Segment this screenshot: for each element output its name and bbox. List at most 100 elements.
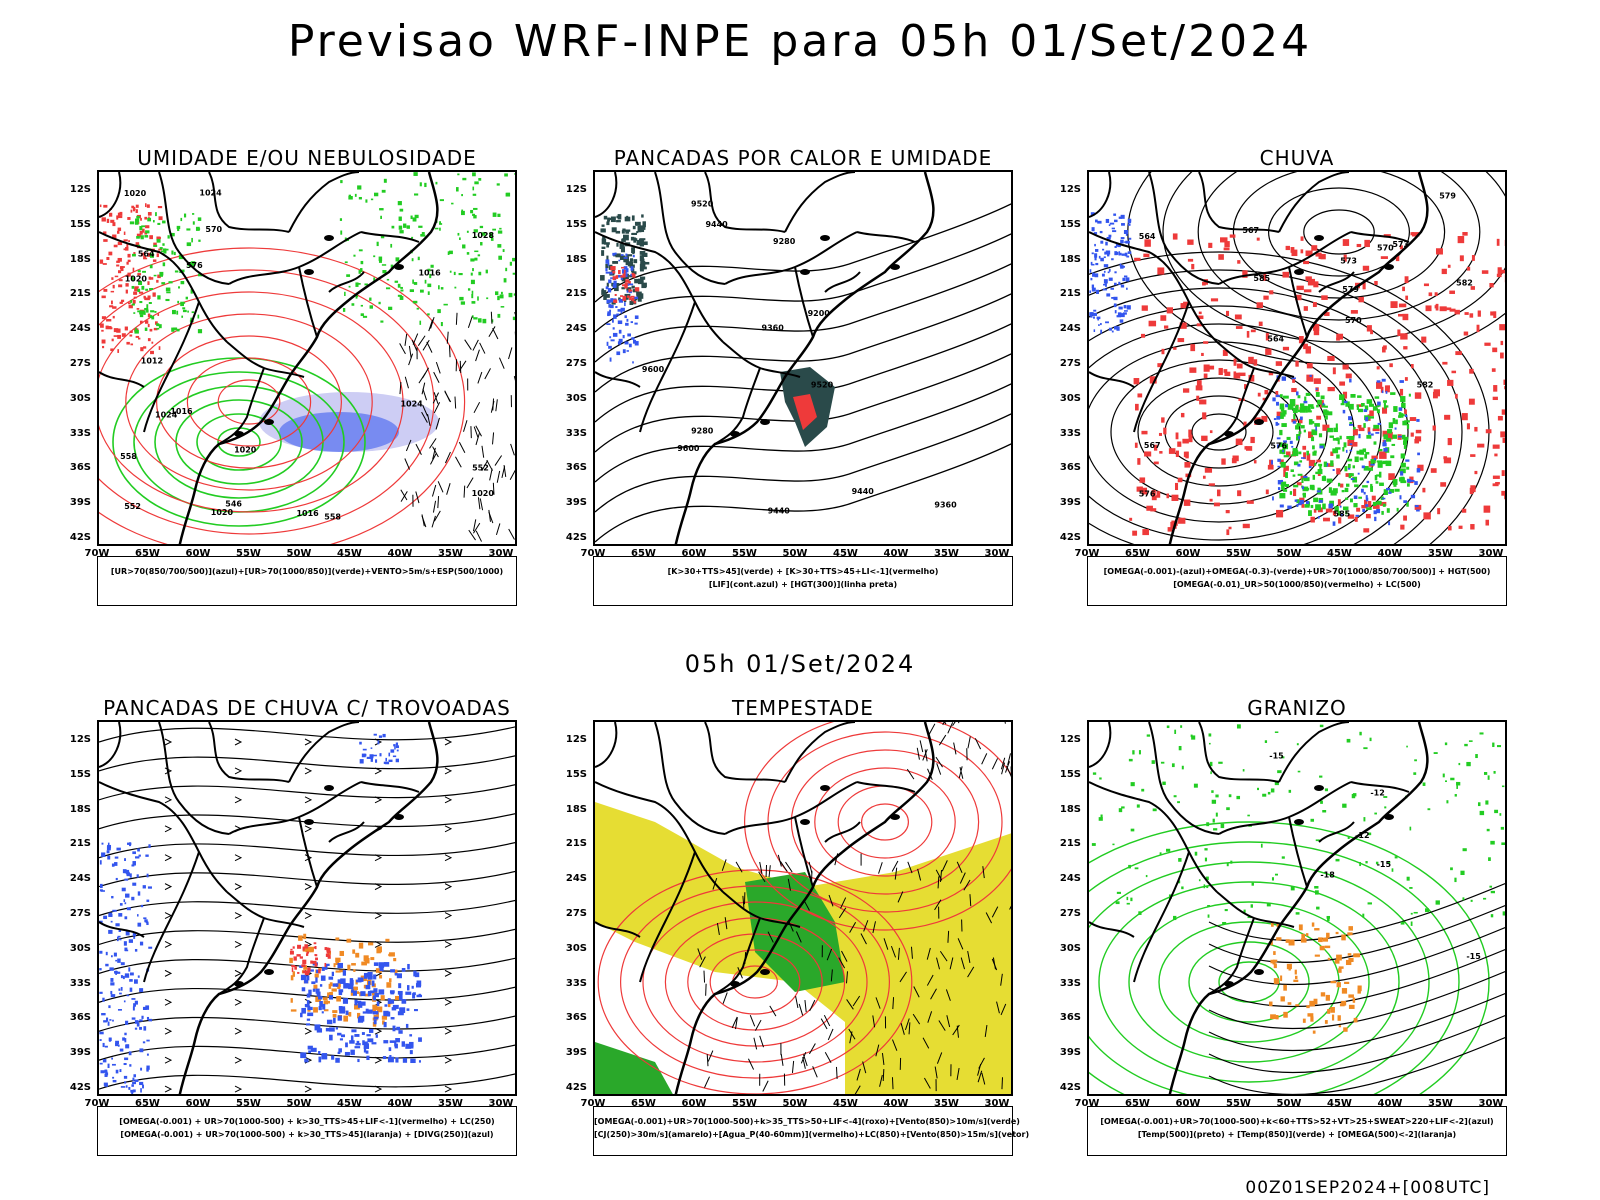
red-speckle: [1183, 451, 1189, 458]
red-speckle: [1404, 409, 1407, 414]
blue-speckle: [115, 959, 118, 962]
green-speckle: [1504, 912, 1505, 916]
blue-speckle: [1362, 508, 1366, 512]
red-speckle: [1447, 525, 1452, 531]
contour-label: -18: [1320, 870, 1335, 879]
wind-vector: [937, 876, 940, 889]
map-tempestade[interactable]: [593, 720, 1013, 1096]
red-speckle: [119, 211, 123, 216]
green-speckle: [418, 225, 423, 228]
orange-speckle: [1348, 926, 1353, 931]
green-speckle: [1280, 461, 1286, 468]
red-speckle: [1461, 508, 1467, 513]
wind-vector: [952, 1024, 960, 1036]
green-speckle: [486, 297, 489, 300]
red-streamline: [744, 722, 1011, 931]
lon-tick-label: 70W: [580, 1098, 606, 1109]
blue-speckle: [101, 842, 104, 845]
red-speckle: [1372, 428, 1380, 432]
red-speckle: [1310, 516, 1315, 523]
green-speckle: [473, 236, 478, 239]
blue-speckle: [1322, 402, 1325, 406]
red-speckle: [157, 205, 163, 209]
green-speckle: [1485, 800, 1489, 805]
blue-speckle: [305, 1023, 311, 1026]
blue-speckle: [124, 1057, 129, 1061]
map-umidade[interactable]: 1016 1016 1020 1020 1020 1020 1020 1024 1024 1028…: [97, 170, 517, 546]
blue-speckle: [331, 1055, 335, 1060]
flow-arrow: [234, 1027, 243, 1035]
orange-speckle: [1286, 963, 1292, 970]
green-speckle: [137, 270, 141, 273]
blue-speckle: [119, 992, 122, 995]
green-speckle: [1292, 448, 1298, 454]
map-pancadas-trovoadas[interactable]: [97, 720, 517, 1096]
red-speckle: [1464, 312, 1469, 315]
blue-speckle: [1120, 313, 1125, 318]
blue-speckle: [612, 252, 616, 256]
blue-speckle: [1394, 427, 1397, 430]
wind-vector: [838, 907, 847, 919]
height-contour: [595, 233, 1011, 333]
green-speckle: [1363, 423, 1366, 428]
map-granizo[interactable]: -15 -12 -15 -12 -18 -15: [1087, 720, 1507, 1096]
wind-vector: [510, 443, 515, 456]
border-line: [824, 821, 861, 843]
wind-vector: [433, 510, 441, 522]
blue-speckle: [140, 1088, 142, 1093]
red-speckle: [618, 270, 621, 275]
lat-tick-label: 36S: [1059, 1012, 1081, 1024]
blue-speckle: [412, 992, 416, 996]
green-speckle: [1308, 510, 1312, 516]
teal-speckle: [629, 259, 633, 265]
green-speckle: [1211, 790, 1214, 793]
blue-speckle: [626, 350, 629, 352]
blue-speckle: [398, 983, 402, 989]
legend-granizo: [OMEGA(-0.001)+UR>70(1000-500)+k<60+TTS>…: [1087, 1106, 1507, 1156]
blue-speckle: [1091, 252, 1094, 255]
blue-speckle: [1117, 244, 1121, 248]
green-speckle: [495, 291, 499, 296]
blue-speckle: [115, 1040, 120, 1045]
blue-speckle: [1277, 487, 1281, 490]
red-speckle: [302, 959, 307, 965]
wind-vector: [475, 349, 480, 362]
blue-speckle: [122, 1037, 126, 1041]
wind-vector: [846, 999, 854, 1010]
wind-vector: [475, 433, 480, 446]
teal-speckle: [630, 236, 635, 241]
red-speckle: [149, 235, 153, 240]
orange-speckle: [1326, 932, 1330, 939]
green-speckle: [360, 304, 363, 307]
wind-vector: [926, 947, 931, 960]
green-speckle: [1271, 877, 1274, 881]
blue-speckle: [396, 973, 402, 979]
green-speckle: [1309, 484, 1315, 490]
green-speckle: [1304, 504, 1310, 508]
wind-vector: [430, 453, 437, 465]
wind-vector: [492, 398, 495, 411]
green-speckle: [1366, 507, 1372, 510]
red-speckle: [121, 333, 126, 337]
blue-speckle: [122, 869, 127, 874]
blue-speckle: [1296, 391, 1299, 396]
wind-vector: [804, 1000, 807, 1013]
red-speckle: [1323, 517, 1330, 522]
green-speckle: [1274, 780, 1279, 786]
blue-speckle: [104, 1084, 109, 1087]
blue-speckle: [1385, 390, 1388, 394]
lat-tick-label: 18S: [1059, 253, 1081, 265]
map-pancadas-calor[interactable]: 9600 9440 9520 9600 9440 9520 9440 9360 9280 9200…: [593, 170, 1013, 546]
blue-speckle: [1381, 390, 1384, 394]
strong-wind-area: [745, 872, 845, 992]
wind-vector: [900, 1023, 905, 1035]
blue-speckle: [143, 1026, 147, 1031]
blue-speckle: [1350, 478, 1355, 481]
blue-speckle: [1363, 409, 1368, 413]
wind-vector: [466, 477, 474, 489]
green-speckle: [1444, 742, 1448, 746]
blue-speckle: [304, 1058, 309, 1063]
map-chuva[interactable]: 585 585 582 579 576 573 570 567 564 576 573 570 567 5…: [1087, 170, 1507, 546]
orange-speckle: [290, 975, 294, 981]
blue-speckle: [130, 1089, 135, 1093]
